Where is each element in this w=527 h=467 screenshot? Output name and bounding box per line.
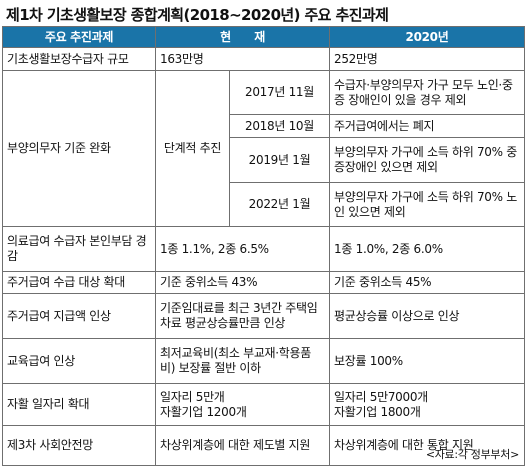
step-desc: 주거급여에서는 폐지 bbox=[329, 114, 526, 138]
source-note: <자료:각 정부부처> bbox=[425, 448, 519, 461]
row-current: 차상위계층에 대한 제도별 지원 bbox=[154, 425, 331, 466]
row-task: 주거급여 지급액 인상 bbox=[2, 293, 156, 339]
row-target: 차상위계층에 대한 통합 지원 bbox=[329, 425, 526, 466]
table-row: 부양의무자 기준 완화 단계적 추진 2017년 11월 수급자·부양의무자 가… bbox=[2, 70, 526, 227]
row-current: 163만명 bbox=[154, 47, 331, 71]
policy-table-body: 주요 추진과제 현 재 2020년 기초생활보장수급자 규모 163만명 252… bbox=[2, 26, 526, 466]
row-current: 기준임대료를 최근 3년간 주택임차료 평균상승률만큼 인상 bbox=[154, 293, 331, 339]
row-current: 일자리 5만개 자활기업 1200개 bbox=[154, 383, 331, 426]
table-row: 자활 일자리 확대 일자리 5만개 자활기업 1200개 일자리 5만7000개… bbox=[2, 383, 526, 426]
step-date: 2017년 11월 bbox=[228, 70, 331, 115]
step-date: 2019년 1월 bbox=[228, 137, 331, 183]
row-target: 1종 1.0%, 2종 6.0% bbox=[329, 226, 526, 272]
step-desc: 부양의무자 가구에 소득 하위 70% 노인 있으면 제외 bbox=[329, 182, 526, 227]
row-target: 252만명 bbox=[329, 47, 526, 71]
table-row: 2019년 1월 부양의무자 가구에 소득 하위 70% 중증장애인 있으면 제… bbox=[3, 137, 526, 183]
row-task: 기초생활보장수급자 규모 bbox=[2, 47, 156, 71]
header-task-cell: 주요 추진과제 bbox=[2, 26, 156, 48]
current-line: 일자리 5만개 bbox=[160, 389, 225, 404]
row-task: 제3차 사회안전망 bbox=[2, 425, 156, 466]
row-mode: 단계적 추진 bbox=[155, 70, 230, 227]
table-row: 주거급여 수급 대상 확대 기준 중위소득 43% 기준 중위소득 45% bbox=[2, 271, 526, 294]
row-target: 일자리 5만7000개 자활기업 1800개 bbox=[329, 383, 526, 426]
table-row: 교육급여 인상 최저교육비(최소 부교재·학용품비) 보장률 절반 이하 보장률… bbox=[2, 338, 526, 384]
step-date: 2022년 1월 bbox=[228, 182, 331, 227]
row-task: 의료급여 수급자 본인부담 경감 bbox=[2, 226, 156, 272]
table-row: 2018년 10월 주거급여에서는 폐지 bbox=[3, 114, 526, 138]
current-line: 자활기업 1200개 bbox=[160, 404, 247, 419]
row-target: 기준 중위소득 45% bbox=[329, 271, 526, 294]
row-current: 기준 중위소득 43% bbox=[154, 271, 331, 294]
row-task: 교육급여 인상 bbox=[2, 338, 156, 384]
row-task: 주거급여 수급 대상 확대 bbox=[2, 271, 156, 294]
row-task: 부양의무자 기준 완화 bbox=[2, 70, 156, 227]
row-task: 자활 일자리 확대 bbox=[2, 383, 156, 426]
row-target: 평균상승률 이상으로 인상 bbox=[329, 293, 526, 339]
header-current-cell: 현 재 bbox=[154, 26, 331, 48]
step-date: 2018년 10월 bbox=[228, 114, 331, 138]
step-desc: 수급자·부양의무자 가구 모두 노인·중증 장애인이 있을 경우 제외 bbox=[329, 70, 526, 115]
row-current: 1종 1.1%, 2종 6.5% bbox=[154, 226, 331, 272]
table-row: 제3차 사회안전망 차상위계층에 대한 제도별 지원 차상위계층에 대한 통합 … bbox=[2, 425, 526, 466]
target-line: 일자리 5만7000개 bbox=[334, 389, 428, 404]
page-title: 제1차 기초생활보장 종합계획(2018∼2020년) 주요 추진과제 bbox=[6, 6, 389, 24]
step-desc: 부양의무자 가구에 소득 하위 70% 중증장애인 있으면 제외 bbox=[329, 137, 526, 183]
table-row: 주거급여 지급액 인상 기준임대료를 최근 3년간 주택임차료 평균상승률만큼 … bbox=[2, 293, 526, 339]
header-row: 주요 추진과제 현 재 2020년 bbox=[2, 26, 526, 48]
table-row: 2022년 1월 부양의무자 가구에 소득 하위 70% 노인 있으면 제외 bbox=[3, 182, 526, 227]
header-target-cell: 2020년 bbox=[329, 26, 526, 48]
row-current: 최저교육비(최소 부교재·학용품비) 보장률 절반 이하 bbox=[154, 338, 331, 384]
table-row: 의료급여 수급자 본인부담 경감 1종 1.1%, 2종 6.5% 1종 1.0… bbox=[2, 226, 526, 272]
row-target: 보장률 100% bbox=[329, 338, 526, 384]
target-line: 자활기업 1800개 bbox=[334, 404, 421, 419]
table-row: 기초생활보장수급자 규모 163만명 252만명 bbox=[2, 47, 526, 71]
